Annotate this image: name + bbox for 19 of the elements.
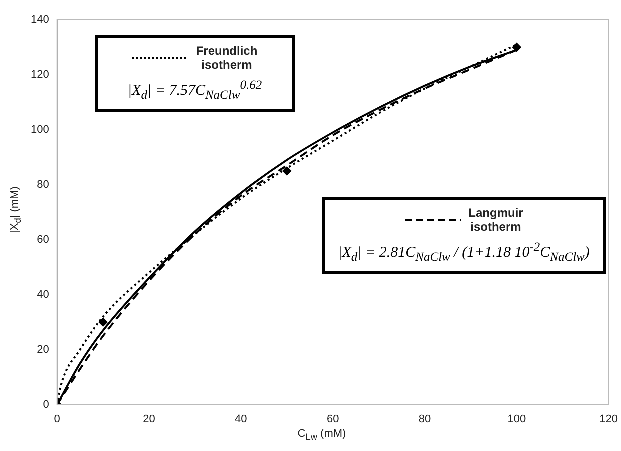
y-tick-label: 40 <box>37 288 50 301</box>
y-tick-label: 100 <box>30 124 50 136</box>
y-tick-label: 80 <box>37 178 50 191</box>
y-tick-label: 0 <box>43 398 50 411</box>
x-tick-label: 0 <box>54 413 60 426</box>
y-tick-label: 140 <box>30 14 50 26</box>
legend-label: Langmuir isotherm <box>468 206 524 234</box>
x-tick-label: 100 <box>508 413 526 426</box>
x-tick-label: 120 <box>600 413 618 426</box>
y-tick-label: 120 <box>30 69 50 82</box>
x-tick-label: 60 <box>326 413 340 426</box>
x-tick-label: 80 <box>418 413 432 426</box>
y-tick-label: 20 <box>37 344 50 356</box>
x-tick-label: 20 <box>143 413 156 426</box>
x-tick-label: 40 <box>235 413 248 426</box>
y-tick-label: 60 <box>37 234 50 246</box>
legend-label: Freundlich isotherm <box>196 44 258 72</box>
x-axis-title: C$_{Lw}$ (mM) <box>298 428 346 442</box>
text: |X$_{d}$| = 2.81C$_{NaClw}$ / (1+1.18 10$^{-2}$C$_{NaClw}$) <box>338 240 590 264</box>
